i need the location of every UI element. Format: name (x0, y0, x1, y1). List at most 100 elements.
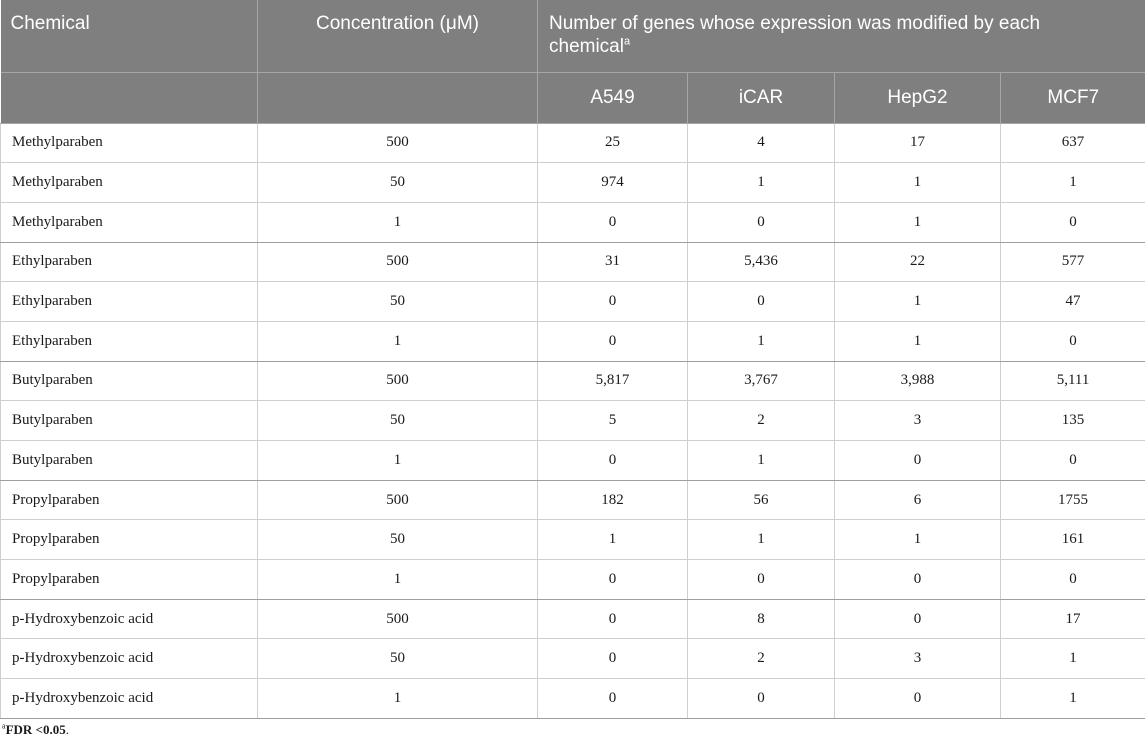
cell-hepg2: 1 (834, 321, 1001, 362)
header-cell-line-mcf7: MCF7 (1000, 72, 1145, 124)
cell-chemical: p-Hydroxybenzoic acid (0, 599, 258, 640)
cell-concentration: 500 (257, 123, 538, 164)
cell-hepg2: 1 (834, 162, 1001, 203)
cell-concentration: 50 (257, 162, 538, 203)
cell-a549: 182 (537, 480, 688, 521)
cell-chemical: p-Hydroxybenzoic acid (0, 678, 258, 719)
table-row: Methylparaben 500 25 4 17 637 (0, 123, 1145, 164)
cell-chemical: Ethylparaben (0, 281, 258, 322)
cell-hepg2: 1 (834, 202, 1001, 243)
cell-mcf7: 1 (1000, 638, 1145, 680)
cell-hepg2: 1 (834, 519, 1001, 561)
table-row: p-Hydroxybenzoic acid 50 0 2 3 1 (0, 638, 1145, 680)
cell-chemical: Methylparaben (0, 123, 258, 164)
cell-icar: 8 (687, 599, 835, 640)
cell-a549: 0 (537, 440, 688, 481)
cell-concentration: 50 (257, 281, 538, 322)
cell-hepg2: 1 (834, 281, 1001, 322)
header-cell-line-hepg2: HepG2 (834, 72, 1001, 124)
cell-icar: 2 (687, 400, 835, 441)
cell-a549: 0 (537, 678, 688, 719)
footnote-suffix: . (65, 722, 69, 737)
cell-a549: 974 (537, 162, 688, 203)
cell-icar: 2 (687, 638, 835, 680)
cell-icar: 56 (687, 480, 835, 521)
cell-chemical: Propylparaben (0, 559, 258, 600)
cell-hepg2: 22 (834, 242, 1001, 283)
cell-icar: 0 (687, 559, 835, 600)
header-chemical: Chemical (0, 0, 258, 73)
table-row: p-Hydroxybenzoic acid 500 0 8 0 17 (0, 599, 1145, 640)
table-row: Butylparaben 500 5,817 3,767 3,988 5,111 (0, 361, 1145, 402)
cell-a549: 0 (537, 599, 688, 640)
header-footnote-mark: a (623, 35, 631, 48)
cell-a549: 25 (537, 123, 688, 164)
cell-mcf7: 0 (1000, 202, 1145, 243)
cell-mcf7: 1 (1000, 678, 1145, 719)
header-empty-chemical (0, 72, 258, 124)
footnote-mark: a (2, 721, 6, 731)
table-row: Butylparaben 1 0 1 0 0 (0, 440, 1145, 481)
cell-a549: 5 (537, 400, 688, 441)
cell-chemical: Butylparaben (0, 400, 258, 441)
cell-hepg2: 3 (834, 638, 1001, 680)
table-row: Ethylparaben 50 0 0 1 47 (0, 281, 1145, 322)
cell-chemical: Ethylparaben (0, 242, 258, 283)
cell-concentration: 1 (257, 678, 538, 719)
cell-mcf7: 161 (1000, 519, 1145, 561)
cell-a549: 0 (537, 559, 688, 600)
cell-concentration: 500 (257, 361, 538, 402)
cell-a549: 0 (537, 321, 688, 362)
header-gene-count-title: Number of genes whose expression was mod… (549, 13, 1041, 57)
cell-chemical: Methylparaben (0, 162, 258, 203)
cell-chemical: Butylparaben (0, 361, 258, 402)
cell-concentration: 1 (257, 440, 538, 481)
cell-a549: 31 (537, 242, 688, 283)
table-body: Methylparaben 500 25 4 17 637 Methylparaben 50 9… (0, 123, 1145, 719)
header-row-cell-lines: A549 iCAR HepG2 MCF7 (0, 72, 1145, 124)
table-footnote: aFDR <0.05. (2, 722, 69, 738)
cell-mcf7: 5,111 (1000, 361, 1145, 402)
cell-a549: 5,817 (537, 361, 688, 402)
cell-a549: 0 (537, 202, 688, 243)
cell-concentration: 500 (257, 242, 538, 283)
header-row-main: Chemical Concentration (μM) Number of ge… (0, 0, 1145, 73)
cell-chemical: p-Hydroxybenzoic acid (0, 638, 258, 680)
cell-concentration: 50 (257, 400, 538, 441)
table-row: Propylparaben 1 0 0 0 0 (0, 559, 1145, 600)
cell-chemical: Propylparaben (0, 519, 258, 561)
cell-hepg2: 3,988 (834, 361, 1001, 402)
cell-mcf7: 0 (1000, 440, 1145, 481)
cell-mcf7: 1 (1000, 162, 1145, 203)
cell-hepg2: 6 (834, 480, 1001, 521)
cell-icar: 1 (687, 440, 835, 481)
cell-mcf7: 47 (1000, 281, 1145, 322)
table-row: Ethylparaben 1 0 1 1 0 (0, 321, 1145, 362)
cell-hepg2: 3 (834, 400, 1001, 441)
cell-icar: 0 (687, 678, 835, 719)
cell-mcf7: 0 (1000, 559, 1145, 600)
table-row: p-Hydroxybenzoic acid 1 0 0 0 1 (0, 678, 1145, 719)
cell-mcf7: 0 (1000, 321, 1145, 362)
table-row: Propylparaben 50 1 1 1 161 (0, 519, 1145, 561)
cell-icar: 0 (687, 281, 835, 322)
cell-icar: 0 (687, 202, 835, 243)
table-row: Propylparaben 500 182 56 6 1755 (0, 480, 1145, 521)
table-header: Chemical Concentration (μM) Number of ge… (0, 0, 1145, 124)
cell-concentration: 1 (257, 321, 538, 362)
header-empty-concentration (257, 72, 538, 124)
cell-concentration: 500 (257, 480, 538, 521)
cell-a549: 0 (537, 281, 688, 322)
gene-expression-table: Chemical Concentration (μM) Number of ge… (0, 0, 1145, 719)
cell-chemical: Ethylparaben (0, 321, 258, 362)
table-row: Butylparaben 50 5 2 3 135 (0, 400, 1145, 441)
cell-hepg2: 0 (834, 599, 1001, 640)
cell-icar: 1 (687, 321, 835, 362)
cell-a549: 0 (537, 638, 688, 680)
cell-concentration: 1 (257, 202, 538, 243)
footnote-text: FDR <0.05 (5, 722, 66, 737)
cell-hepg2: 0 (834, 678, 1001, 719)
header-cell-line-icar: iCAR (687, 72, 835, 124)
cell-mcf7: 577 (1000, 242, 1145, 283)
cell-icar: 3,767 (687, 361, 835, 402)
